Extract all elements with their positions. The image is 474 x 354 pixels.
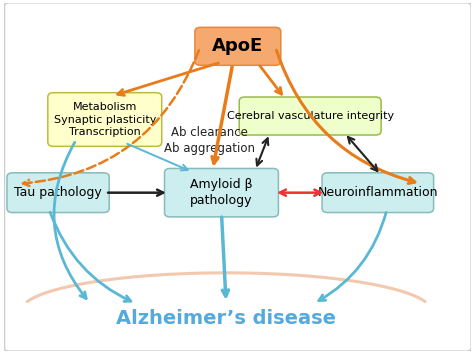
FancyBboxPatch shape [164, 169, 278, 217]
FancyBboxPatch shape [322, 173, 434, 212]
Text: Cerebral vasculature integrity: Cerebral vasculature integrity [227, 111, 394, 121]
Text: ApoE: ApoE [212, 37, 264, 55]
Text: Amyloid β
pathology: Amyloid β pathology [190, 178, 253, 207]
FancyBboxPatch shape [7, 173, 109, 212]
Text: Tau pathology: Tau pathology [14, 186, 102, 199]
Text: Ab clearance
Ab aggregation: Ab clearance Ab aggregation [164, 126, 255, 155]
Text: Metabolism
Synaptic plasticity
Transcription: Metabolism Synaptic plasticity Transcrip… [54, 102, 156, 137]
Text: Alzheimer’s disease: Alzheimer’s disease [116, 309, 336, 327]
FancyBboxPatch shape [48, 93, 162, 146]
FancyBboxPatch shape [195, 27, 281, 65]
Text: Neuroinflammation: Neuroinflammation [318, 186, 438, 199]
FancyBboxPatch shape [239, 97, 381, 135]
